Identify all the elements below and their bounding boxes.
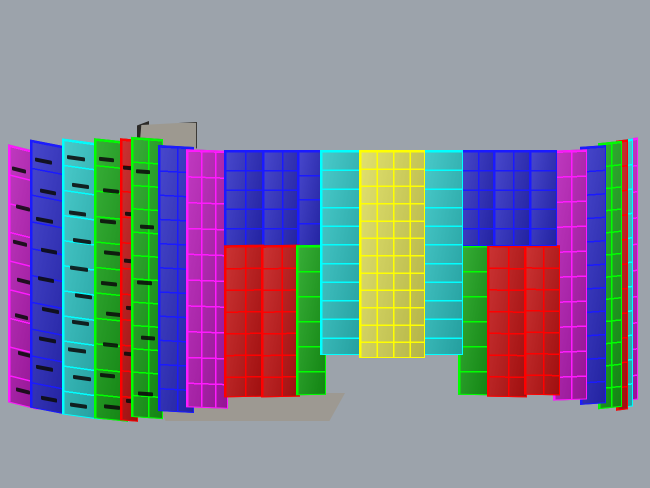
band-l-blue-top-a[interactable] [224, 150, 264, 246]
mesh-grid [225, 151, 263, 245]
band-c-cyan-left[interactable] [320, 150, 362, 355]
band-l-red-bot-b[interactable] [261, 244, 300, 398]
band-r-red-bot-a[interactable] [487, 244, 527, 398]
band-c-cyan-right[interactable] [421, 150, 463, 355]
band-c-yellow[interactable] [359, 150, 425, 358]
mesh-grid [31, 140, 65, 414]
band-r-blue-top-a[interactable] [458, 150, 496, 246]
mesh-grid [187, 150, 227, 408]
mesh-grid [321, 151, 361, 354]
band-l-blue-1[interactable] [30, 139, 66, 415]
mesh-grid [263, 151, 299, 245]
mesh-grid [360, 151, 424, 357]
band-l-red-bot-a[interactable] [224, 244, 264, 398]
band-l-magenta-2[interactable] [186, 149, 228, 409]
mesh-grid [525, 245, 559, 395]
mesh-grid [530, 151, 556, 245]
mesh-grid [225, 245, 263, 397]
band-r-blue-top-c[interactable] [529, 150, 557, 246]
mesh-grid [494, 151, 530, 245]
mesh-grid [488, 245, 526, 397]
mesh-grid [459, 151, 495, 245]
mesh-grid [422, 151, 462, 354]
band-r-red-bot-b[interactable] [524, 244, 560, 396]
mesh-grid [459, 245, 489, 395]
band-r-blue-top-b[interactable] [493, 150, 531, 246]
mesh-grid [262, 245, 299, 397]
band-l-blue-top-b[interactable] [262, 150, 300, 246]
mesh-grid [298, 151, 322, 245]
